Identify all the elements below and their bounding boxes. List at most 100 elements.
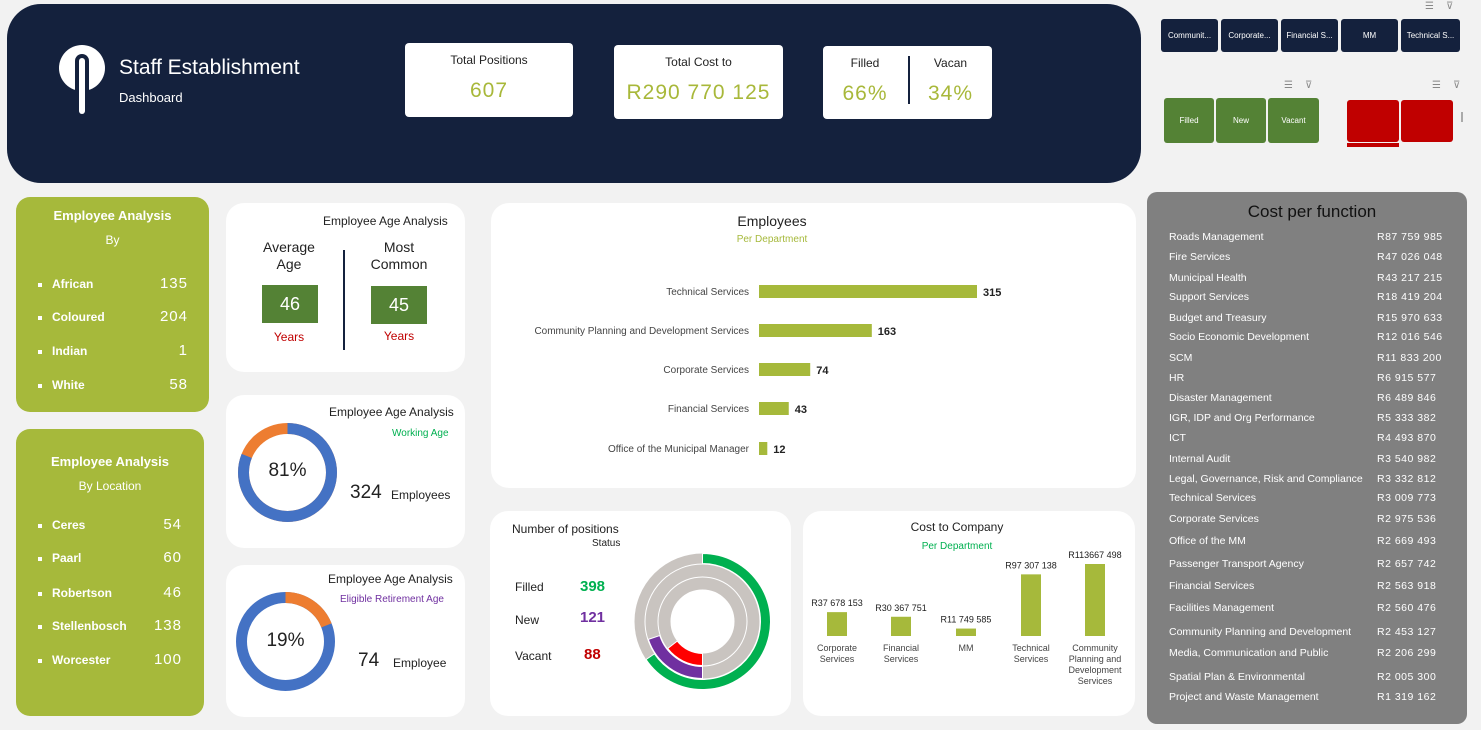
cost-function-label: Media, Communication and Public [1169,647,1329,659]
cost-function-label: Fire Services [1169,251,1231,263]
cost-function-value: R6 915 577 [1377,372,1437,384]
table-row: Disaster Management R6 489 846 [1169,392,1459,404]
data-label: R97 307 138 [1005,560,1057,570]
age-analysis-card: Employee Age Analysis Average Age 46 Year… [226,203,465,372]
cost-function-label: Community Planning and Development [1169,626,1352,638]
category-label: MM [959,643,974,653]
slicer-status-vacant[interactable]: Vacant [1268,98,1319,143]
cost-function-value: R3 540 982 [1377,453,1437,465]
list-item: Paarl 60 [38,549,182,566]
category-label: Corporate Services [817,643,857,664]
category-label: Corporate Services [663,365,749,376]
slicer-dept-0[interactable]: Communit... [1161,19,1218,52]
table-row: IGR, IDP and Org Performance R5 333 382 [1169,412,1459,424]
data-label: 163 [878,326,896,338]
working-age-card: Employee Age Analysis Working Age 81% 32… [226,395,465,548]
gender-clear-filter-icon[interactable]: ⊽ [1453,80,1461,91]
table-row: Project and Waste Management R1 319 162 [1169,691,1459,703]
total-cost-value: R290 770 125 [626,81,771,104]
cost-function-value: R15 970 633 [1377,312,1443,324]
cost-function-label: Socio Economic Development [1169,331,1310,343]
cost-function-value: R6 489 846 [1377,392,1437,404]
slicer-dept-3[interactable]: MM [1341,19,1398,52]
retirement-percent: 19% [266,630,305,651]
list-item: Indian 1 [38,342,188,359]
category-label: Financial Services [883,643,919,664]
filled-value: 66% [842,82,888,105]
kpi-divider [908,56,910,104]
retirement-age-card: Employee Age Analysis Eligible Retiremen… [226,565,465,717]
cost-function-label: Passenger Transport Agency [1169,558,1304,570]
vacant-label: Vacan [933,56,968,70]
table-row: Municipal Health R43 217 215 [1169,272,1459,284]
cost-function-value: R47 026 048 [1377,251,1443,263]
cost-function-label: Support Services [1169,291,1249,303]
category-label: Financial Services [668,404,749,415]
bar [759,363,811,376]
slicer-dept-1[interactable]: Corporate... [1221,19,1278,52]
ethnicity-subtitle: By [105,233,120,247]
cost-function-label: Corporate Services [1169,513,1259,525]
location-panel: Employee Analysis By Location Ceres 54 Pa… [16,429,204,716]
gender-multi-select-icon[interactable]: ☰ [1432,80,1441,91]
retirement-subtitle: Eligible Retirement Age [340,594,444,605]
total-cost-label: Total Cost to [665,55,732,69]
cost-function-label: Office of the MM [1169,535,1246,547]
cost-function-value: R1 319 162 [1377,691,1437,703]
cost-function-value: R2 657 742 [1377,558,1437,570]
working-age-count-label: Employees [391,488,451,502]
cost-function-value: R2 560 476 [1377,602,1437,614]
employees-chart-title: Employees [737,213,807,229]
location-title: Employee Analysis [50,454,169,469]
employees-chart-subtitle: Per Department [736,234,808,245]
location-subtitle: By Location [78,479,142,493]
cost-function-value: R5 333 382 [1377,412,1437,424]
slicer-dept-4[interactable]: Technical S... [1401,19,1460,52]
table-row: Roads Management R87 759 985 [1169,231,1459,243]
list-item: Ceres 54 [38,516,182,533]
cost-function-value: R2 206 299 [1377,647,1437,659]
positions-subtitle: Status [592,538,621,549]
list-item: White 58 [38,376,188,393]
avg-age-unit: Years [273,330,305,344]
avg-age-value: 46 [262,285,318,323]
working-age-title: Employee Age Analysis [329,405,454,419]
cost-function-label: Disaster Management [1169,392,1272,404]
total-cost-card: Total Cost to R290 770 125 [614,45,783,119]
data-label: R113667 498 [1068,550,1121,560]
cost-function-label: Budget and Treasury [1169,312,1267,324]
data-label: R30 367 751 [875,603,927,613]
slicer-status-filled[interactable]: Filled [1164,98,1214,143]
list-item: Worcester 100 [38,651,182,668]
total-positions-card: Total Positions 607 [405,43,573,117]
ctc-bar-chart: R37 678 153 Corporate Services R30 367 751 F… [811,550,1122,686]
status-multi-select-icon[interactable]: ☰ [1284,80,1293,91]
cost-function-value: R3 009 773 [1377,492,1437,504]
data-label: 74 [816,365,829,377]
gender-scrollbar[interactable] [1461,112,1463,122]
cost-function-label: Internal Audit [1169,453,1231,465]
working-age-count: 324 [350,482,382,503]
cost-function-value: R3 332 812 [1377,473,1437,485]
filled-vacant-card: Filled 66% Vacan 34% [823,46,992,119]
slicer-gender-male[interactable]: Male [1401,100,1453,142]
slicer-status-new[interactable]: New [1216,98,1266,143]
multi-select-icon[interactable]: ☰ [1425,1,1434,12]
donut-slice [667,640,703,667]
retirement-count: 74 [358,650,380,671]
cost-function-value: R43 217 215 [1377,272,1443,284]
clear-filter-icon[interactable]: ⊽ [1446,1,1454,12]
cost-function-label: Project and Waste Management [1169,691,1319,703]
age-title: Employee Age Analysis [323,214,448,228]
table-row: Office of the MM R2 669 493 [1169,535,1459,547]
cost-function-label: Financial Services [1169,580,1255,592]
cost-function-value: R2 975 536 [1377,513,1437,525]
table-row: Corporate Services R2 975 536 [1169,513,1459,525]
slicer-gender-female[interactable]: Female [1347,100,1399,142]
status-clear-filter-icon[interactable]: ⊽ [1305,80,1313,91]
cost-function-value: R2 563 918 [1377,580,1437,592]
retirement-title: Employee Age Analysis [328,572,453,586]
data-label: 315 [983,287,1001,299]
slicer-dept-2[interactable]: Financial S... [1281,19,1338,52]
gender-scroll-indicator [1347,143,1399,147]
